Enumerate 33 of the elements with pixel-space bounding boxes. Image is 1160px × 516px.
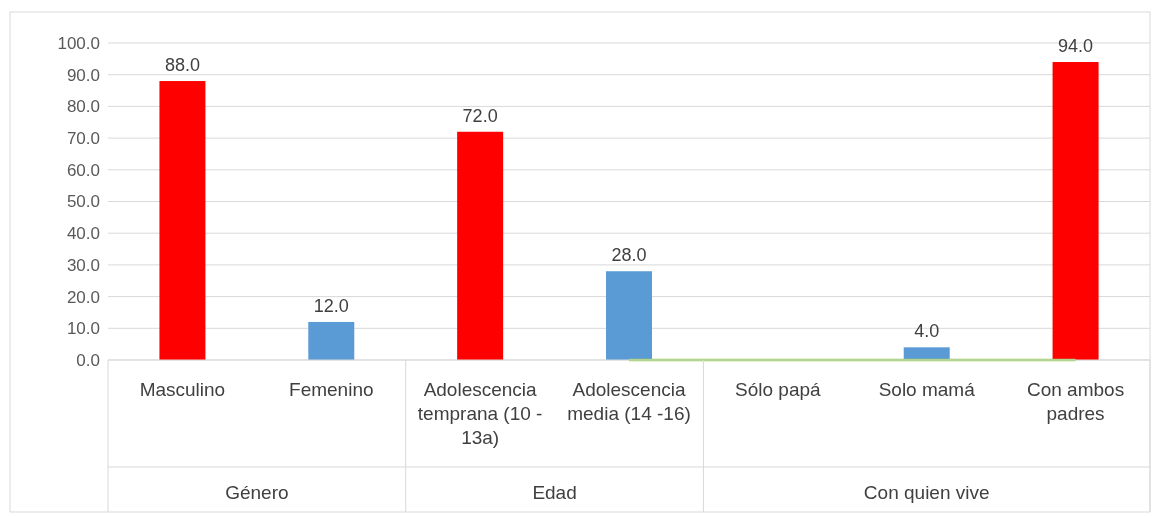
x-tick-label: Adolescencia media (14 -16)	[567, 379, 691, 424]
data-label: 94.0	[1058, 36, 1094, 57]
y-tick-label: 20.0	[66, 287, 100, 307]
y-tick-label: 60.0	[66, 160, 100, 180]
y-tick-label: 90.0	[66, 65, 100, 85]
data-label: 4.0	[914, 321, 940, 342]
data-label: 72.0	[462, 105, 498, 126]
x-tick-label: Con ambos padres	[1026, 379, 1125, 424]
data-label: 88.0	[164, 55, 200, 76]
bar	[457, 131, 504, 360]
bar	[159, 81, 206, 360]
text: Con quien vive	[863, 482, 990, 503]
bar	[308, 321, 355, 360]
bar	[606, 271, 652, 360]
x-tick-label: Masculino	[139, 379, 226, 400]
y-tick-label: 70.0	[66, 129, 100, 149]
y-tick-label: 0.0	[76, 350, 100, 370]
y-tick-label: 100.0	[57, 33, 100, 53]
x-tick-label: Adolescencia temprana (10 - 13a)	[417, 379, 543, 448]
data-label: 12.0	[313, 295, 349, 316]
y-tick-label: 80.0	[66, 97, 100, 117]
x-tick-label: Femenino	[289, 379, 374, 400]
bar	[1052, 62, 1099, 360]
bar	[903, 347, 950, 360]
text: Edad	[532, 482, 577, 503]
x-tick-label: Sólo papá	[735, 379, 822, 400]
y-tick-label: 50.0	[66, 192, 100, 212]
y-tick-label: 30.0	[66, 255, 100, 275]
data-label: 28.0	[611, 245, 647, 266]
y-tick-label: 40.0	[66, 224, 100, 244]
y-tick-label: 10.0	[66, 319, 100, 339]
text: Género	[225, 482, 289, 503]
x-tick-label: Solo mamá	[878, 379, 976, 400]
